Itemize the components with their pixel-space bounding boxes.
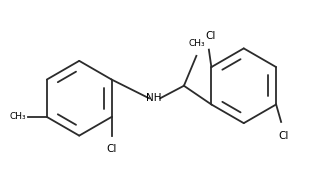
Text: Cl: Cl [205, 31, 215, 41]
Text: CH₃: CH₃ [9, 112, 26, 122]
Text: CH₃: CH₃ [188, 39, 205, 48]
Text: Cl: Cl [279, 131, 289, 141]
Text: NH: NH [146, 93, 162, 103]
Text: Cl: Cl [106, 144, 117, 154]
